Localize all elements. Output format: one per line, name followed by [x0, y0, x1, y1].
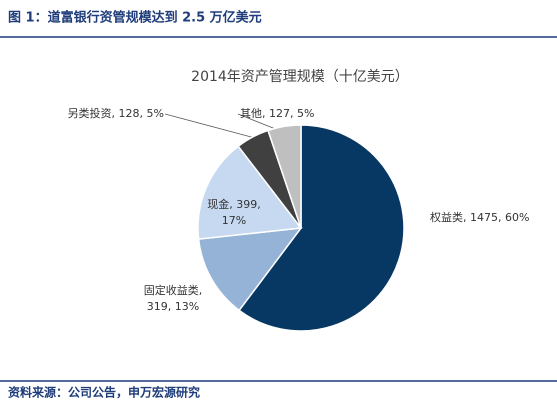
data-label: 319, 13%: [147, 300, 199, 313]
data-label: 另类投资, 128, 5%: [68, 106, 164, 120]
data-label: 权益类, 1475, 60%: [430, 210, 529, 224]
pie-slice: [267, 124, 302, 229]
chart-title: 2014年资产管理规模（十亿美元）: [191, 69, 409, 85]
data-label: 其他, 127, 5%: [240, 107, 314, 120]
source-note: 资料来源：公司公告，申万宏源研究: [8, 385, 200, 400]
leader-line: [164, 113, 256, 139]
pie-slice: [197, 145, 303, 240]
pie-slice: [238, 124, 405, 332]
data-label: 现金, 399,: [207, 197, 261, 211]
data-label: 17%: [222, 214, 246, 227]
data-label: 固定收益类,: [144, 283, 203, 297]
figure-title: 图 1：道富银行资管规模达到 2.5 万亿美元: [8, 10, 262, 26]
pie-slice: [197, 227, 303, 312]
